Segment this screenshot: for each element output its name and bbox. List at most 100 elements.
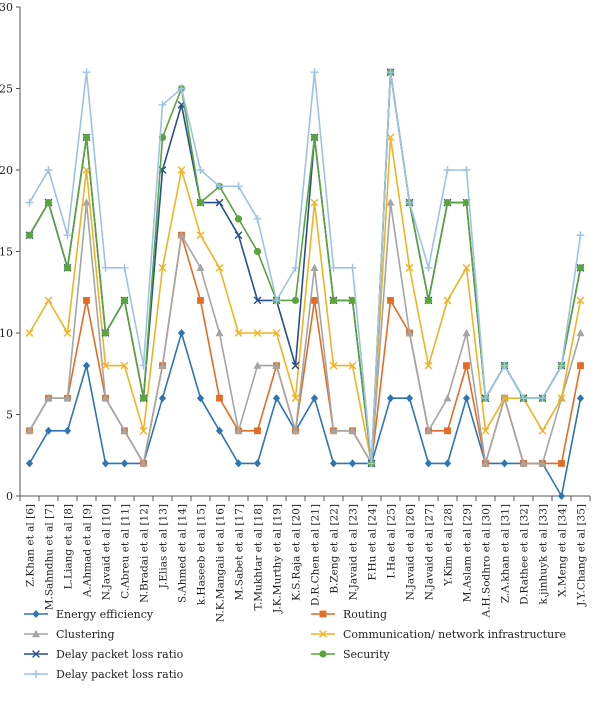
data-point-0-5 bbox=[120, 459, 129, 468]
legend-item-0: Energy efficiency bbox=[24, 608, 154, 621]
data-point-3-21 bbox=[424, 361, 433, 370]
legend-swatch-marker-2 bbox=[32, 629, 40, 638]
data-point-5-2 bbox=[63, 264, 72, 272]
legend-item-4: Delay packet loss ratio bbox=[24, 648, 184, 661]
data-point-2-24 bbox=[481, 459, 490, 467]
data-point-3-12 bbox=[253, 329, 262, 337]
data-point-2-6 bbox=[139, 459, 148, 467]
data-point-6-14 bbox=[291, 263, 300, 272]
series-layer bbox=[25, 68, 585, 500]
data-point-4-12 bbox=[253, 296, 262, 305]
data-point-5-6 bbox=[139, 394, 148, 402]
x-category-label-24: A.H.Sodhro et al [30] bbox=[481, 504, 493, 618]
series-line-3 bbox=[28, 136, 582, 465]
data-point-2-14 bbox=[291, 426, 300, 434]
data-point-2-8 bbox=[177, 231, 186, 239]
data-point-1-10 bbox=[216, 394, 223, 402]
data-point-2-21 bbox=[424, 426, 433, 434]
legend-label-1: Routing bbox=[343, 608, 387, 621]
data-point-3-10 bbox=[215, 263, 224, 272]
data-point-5-9 bbox=[196, 199, 205, 207]
data-point-4-11 bbox=[234, 231, 243, 240]
y-tick-label-4: 20 bbox=[0, 164, 13, 177]
data-point-5-5 bbox=[120, 296, 129, 304]
data-point-0-7 bbox=[158, 394, 167, 403]
data-point-6-4 bbox=[101, 263, 110, 272]
data-point-3-7 bbox=[158, 263, 167, 272]
data-point-3-9 bbox=[196, 231, 205, 240]
data-point-6-24 bbox=[481, 394, 490, 403]
series-6 bbox=[25, 68, 585, 468]
data-point-5-22 bbox=[443, 199, 452, 207]
data-point-0-21 bbox=[424, 459, 433, 468]
data-point-5-21 bbox=[424, 296, 433, 304]
data-point-6-10 bbox=[215, 182, 224, 191]
data-point-6-26 bbox=[519, 394, 528, 403]
x-category-label-9: k.Haseeb et al [15] bbox=[196, 504, 208, 605]
x-category-label-11: M.Sabet et al [17] bbox=[234, 504, 246, 600]
data-point-5-4 bbox=[101, 329, 110, 337]
x-category-label-21: N.Javaid et al [27] bbox=[424, 504, 436, 600]
data-point-6-15 bbox=[310, 68, 319, 77]
data-point-2-4 bbox=[101, 394, 110, 402]
data-point-0-10 bbox=[215, 426, 224, 435]
x-category-label-15: D.R.Chen et al [21] bbox=[310, 504, 322, 606]
data-point-0-22 bbox=[443, 459, 452, 468]
x-category-label-20: N.Javaid et al [26] bbox=[405, 504, 417, 600]
data-point-1-28 bbox=[558, 460, 565, 467]
x-category-label-0: Z.Khan et al [6] bbox=[25, 504, 37, 587]
data-point-2-29 bbox=[576, 328, 585, 337]
data-point-3-27 bbox=[538, 426, 547, 435]
legend-label-0: Energy efficiency bbox=[56, 608, 154, 621]
series-line-0 bbox=[28, 332, 582, 497]
y-tick-label-6: 30 bbox=[0, 1, 13, 14]
series-3 bbox=[25, 133, 585, 468]
x-category-label-13: J.K.Murthy et al [19] bbox=[272, 504, 284, 614]
data-point-3-5 bbox=[120, 361, 129, 370]
data-point-6-27 bbox=[538, 394, 547, 403]
data-point-0-25 bbox=[500, 459, 509, 468]
x-category-label-25: Z.A.khan et al [31] bbox=[500, 504, 512, 603]
legend-label-6: Delay packet loss ratio bbox=[56, 668, 184, 681]
x-axis: Z.Khan et al [6] M.Sahndhu et al [7] L.Lia… bbox=[19, 495, 591, 622]
x-category-label-14: K.S.Raja et al [20] bbox=[291, 504, 303, 601]
x-category-label-26: D.Rathee et al [32] bbox=[519, 504, 531, 605]
data-point-2-3 bbox=[82, 198, 91, 206]
data-point-2-16 bbox=[329, 426, 338, 434]
data-point-3-17 bbox=[348, 361, 357, 370]
data-point-0-13 bbox=[272, 394, 281, 403]
data-point-3-16 bbox=[329, 361, 338, 370]
x-category-label-16: B.Zeng et al [22] bbox=[329, 504, 341, 594]
data-point-6-18 bbox=[367, 459, 376, 468]
x-category-label-28: X.Meng et al [34] bbox=[557, 504, 569, 597]
data-point-0-17 bbox=[348, 459, 357, 468]
data-point-0-16 bbox=[329, 459, 338, 468]
data-point-2-20 bbox=[405, 328, 414, 337]
data-point-0-11 bbox=[234, 459, 243, 468]
data-point-5-17 bbox=[348, 296, 357, 304]
data-point-6-19 bbox=[386, 68, 395, 77]
y-tick-label-0: 0 bbox=[6, 490, 13, 503]
y-axis: 0 5 10 15 20 25 30 bbox=[0, 1, 21, 503]
data-point-2-27 bbox=[538, 459, 547, 467]
data-point-6-21 bbox=[424, 263, 433, 272]
data-point-6-28 bbox=[557, 361, 566, 370]
data-point-2-7 bbox=[158, 361, 167, 369]
data-point-3-24 bbox=[481, 426, 490, 435]
legend-swatch-marker-0 bbox=[32, 610, 40, 618]
x-category-label-22: Y.Kim et al [28] bbox=[443, 504, 455, 587]
data-point-0-4 bbox=[101, 459, 110, 468]
data-point-2-0 bbox=[25, 426, 34, 434]
legend-swatch-marker-6 bbox=[32, 670, 40, 678]
data-point-1-29 bbox=[577, 362, 584, 369]
data-point-6-5 bbox=[120, 263, 129, 272]
data-point-1-12 bbox=[254, 427, 261, 435]
series-line-6 bbox=[28, 71, 582, 465]
legend-label-5: Security bbox=[343, 648, 390, 661]
data-point-2-13 bbox=[272, 361, 281, 369]
x-category-label-19: I.Ha et al [25] bbox=[386, 504, 398, 579]
x-category-label-17: N.Javaid et al [23] bbox=[348, 504, 360, 600]
data-point-1-23 bbox=[463, 362, 470, 369]
legend-label-3: Communication/ network infrastructure bbox=[343, 628, 566, 641]
